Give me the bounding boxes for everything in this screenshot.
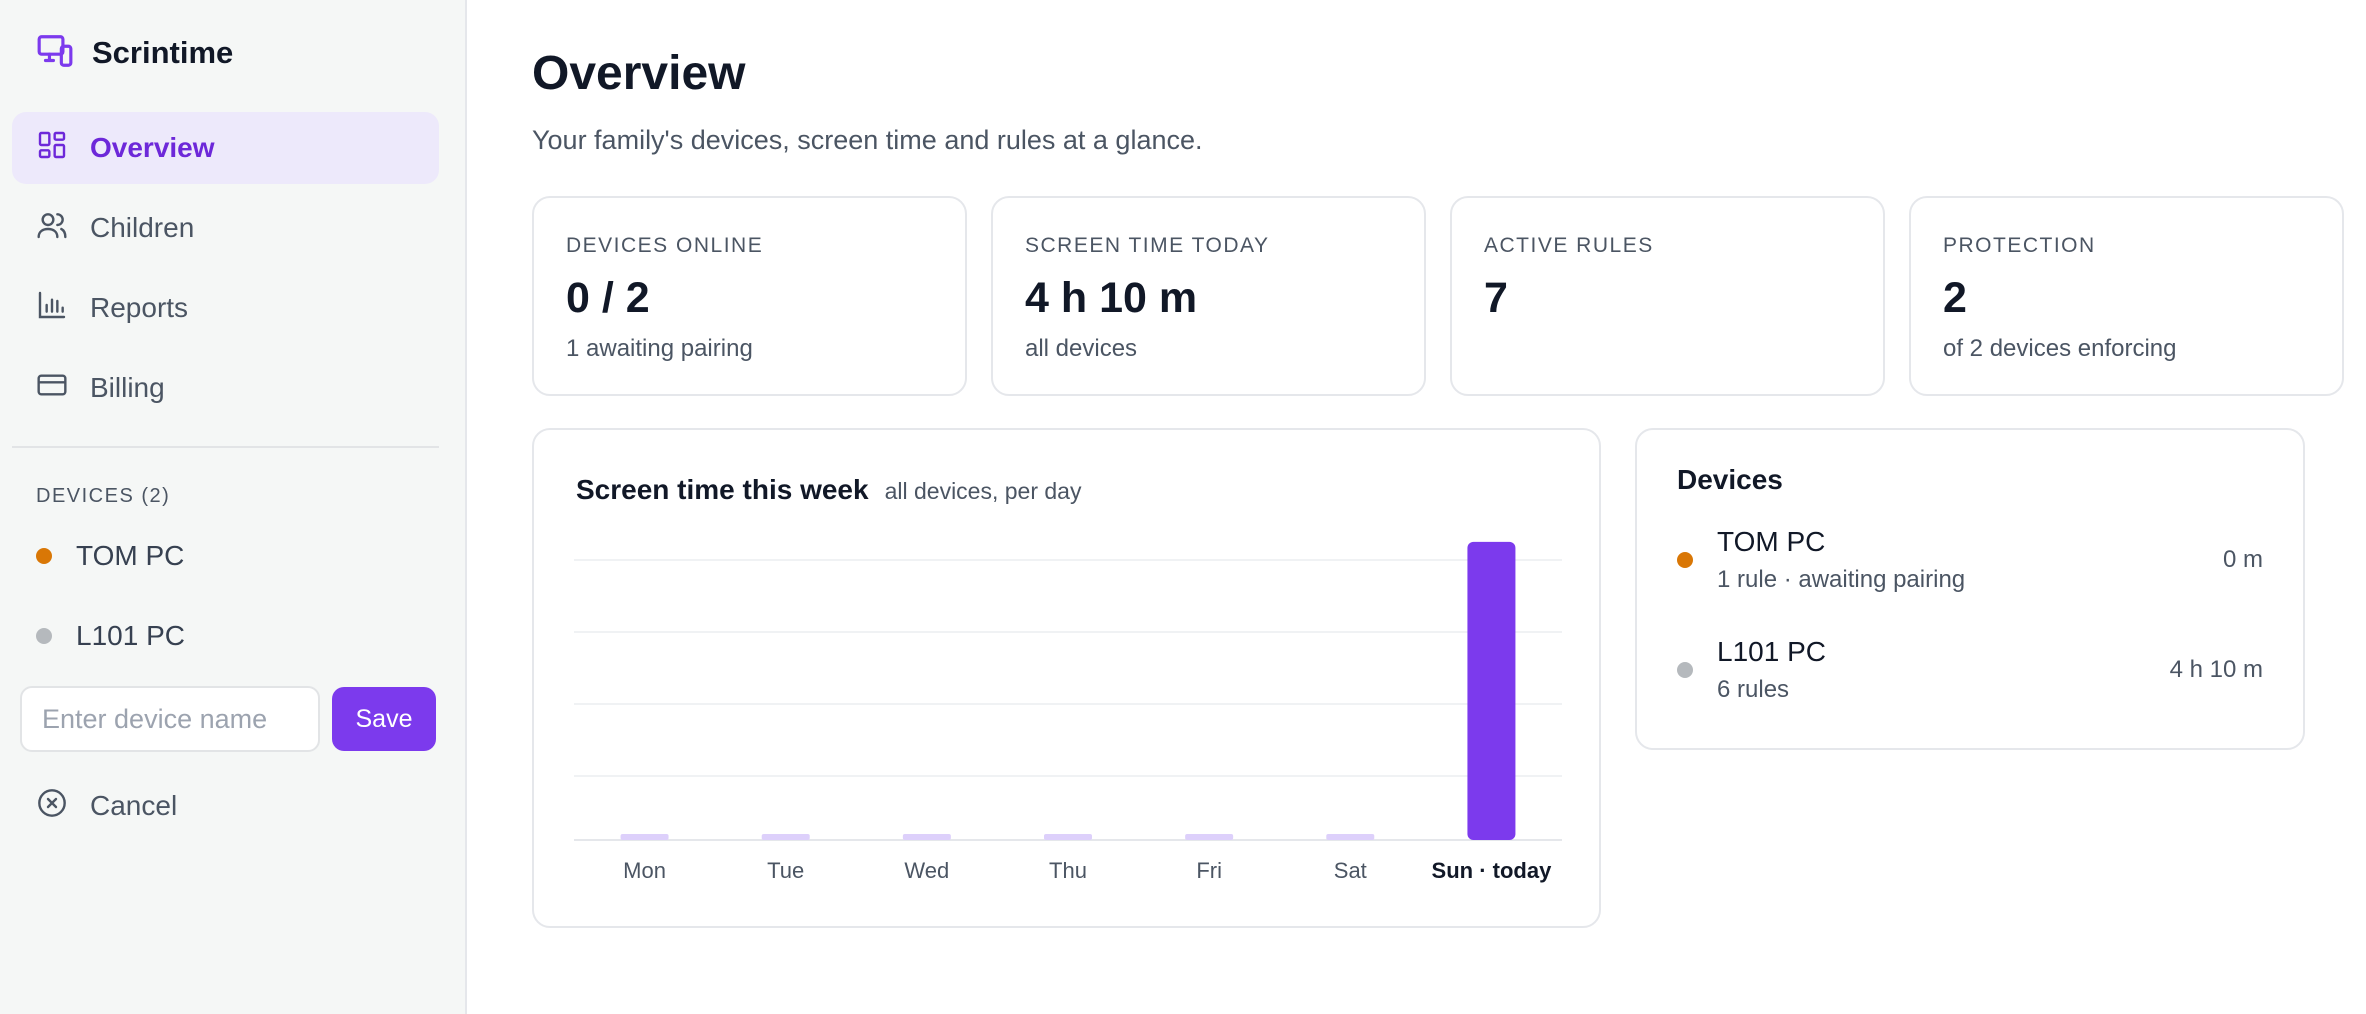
chart-bar[interactable]: [902, 834, 951, 840]
chart-bar[interactable]: [1467, 541, 1516, 840]
stat-value: 0 / 2: [566, 274, 650, 322]
device-screen-time: 0 m: [2222, 546, 2263, 573]
nav-label-billing: Billing: [90, 372, 165, 403]
chart-bar[interactable]: [1326, 834, 1375, 840]
page-subtitle: Your family's devices, screen time and r…: [532, 125, 1203, 155]
x-tick-label: Thu: [1049, 858, 1087, 883]
bar-chart-icon: [36, 289, 90, 328]
stat-card-active-rules: ACTIVE RULES 7: [1450, 196, 1885, 396]
stat-card-protection: PROTECTION 2 of 2 devices enforcing: [1909, 196, 2344, 396]
stat-sub: of 2 devices enforcing: [1943, 335, 2177, 362]
x-tick-label: Tue: [767, 858, 804, 883]
nav-label-overview: Overview: [90, 132, 215, 163]
device-meta: 6 rules: [1717, 676, 1790, 703]
device-info: TOM PC 1 rule · awaiting pairing: [1717, 526, 2223, 594]
circle-x-icon: [36, 787, 90, 826]
x-tick-label: Fri: [1196, 858, 1222, 883]
device-name-input[interactable]: [20, 686, 320, 752]
devices-card: Devices TOM PC 1 rule · awaiting pairing…: [1635, 428, 2305, 750]
stat-label: PROTECTION: [1943, 234, 2096, 257]
stat-sub: all devices: [1025, 335, 1138, 362]
devices-section-label: DEVICES (2): [36, 485, 171, 507]
stat-sub: 1 awaiting pairing: [566, 335, 753, 362]
device-name: TOM PC: [1717, 526, 1826, 557]
sidebar-divider: [12, 446, 439, 448]
nav-item-children[interactable]: Children: [12, 192, 439, 264]
chart-bar[interactable]: [761, 834, 810, 840]
x-tick-label: Wed: [904, 858, 949, 883]
x-tick-label: Sun · today: [1432, 858, 1553, 883]
status-dot: [1677, 662, 1693, 678]
sidebar: Scrintime Overview Children: [0, 0, 467, 1014]
content-row: Mon Tue Wed Thu Fri Sat Sun · today Screen tim…: [532, 428, 2366, 928]
chart-bar[interactable]: [1185, 834, 1234, 840]
nav-item-reports[interactable]: Reports: [12, 272, 439, 344]
cancel-label: Cancel: [90, 790, 178, 821]
status-dot: [1677, 552, 1693, 568]
stat-label: ACTIVE RULES: [1484, 234, 1654, 257]
page-title: Overview: [532, 47, 746, 100]
device-row-l101-pc[interactable]: L101 PC 6 rules 4 h 10 m: [1677, 636, 2263, 704]
stats-row: DEVICES ONLINE 0 / 2 1 awaiting pairing …: [532, 196, 2366, 396]
device-name: L101 PC: [1717, 636, 1826, 667]
app-name: Scrintime: [92, 35, 234, 70]
chart-bar[interactable]: [620, 834, 669, 840]
device-screen-time: 4 h 10 m: [2169, 656, 2263, 683]
device-info: L101 PC 6 rules: [1717, 636, 2170, 704]
x-tick-label: Mon: [623, 858, 666, 883]
devices-card-title: Devices: [1677, 464, 1783, 495]
device-meta: 1 rule · awaiting pairing: [1717, 566, 1966, 593]
rename-device-form: Save: [12, 686, 439, 752]
sidebar-device-l101-pc[interactable]: L101 PC: [12, 596, 439, 676]
nav-label-children: Children: [90, 212, 195, 243]
status-dot: [36, 548, 52, 564]
device-name: L101 PC: [76, 620, 185, 651]
grid-icon: [36, 129, 90, 168]
chart-bar[interactable]: [1044, 834, 1092, 840]
stat-value: 2: [1943, 274, 1967, 322]
nav-item-billing[interactable]: Billing: [12, 352, 439, 424]
chart-title: Screen time this week: [576, 474, 869, 505]
nav-label-reports: Reports: [90, 292, 189, 323]
screen-time-chart-card: Mon Tue Wed Thu Fri Sat Sun · today Screen tim…: [532, 428, 1601, 928]
stat-card-screen-time-today: SCREEN TIME TODAY 4 h 10 m all devices: [991, 196, 1426, 396]
devices-logo-icon: [36, 32, 74, 75]
chart-subtitle: all devices, per day: [884, 478, 1082, 504]
nav-item-overview[interactable]: Overview: [12, 112, 439, 184]
stat-value: 7: [1484, 274, 1508, 322]
stat-card-devices-online: DEVICES ONLINE 0 / 2 1 awaiting pairing: [532, 196, 967, 396]
chart-header: Screen time this week all devices, per d…: [576, 474, 1081, 506]
main-content: Overview Your family's devices, screen t…: [467, 0, 2366, 1014]
users-icon: [36, 209, 90, 248]
save-button[interactable]: Save: [332, 687, 436, 751]
credit-card-icon: [36, 369, 90, 408]
screen-time-bar-chart: Mon Tue Wed Thu Fri Sat Sun · today: [574, 541, 1562, 883]
x-tick-label: Sat: [1334, 858, 1367, 883]
device-row-tom-pc[interactable]: TOM PC 1 rule · awaiting pairing 0 m: [1677, 526, 2263, 594]
brand[interactable]: Scrintime: [12, 0, 439, 106]
sidebar-device-tom-pc[interactable]: TOM PC: [12, 516, 439, 596]
stat-label: DEVICES ONLINE: [566, 234, 764, 257]
stat-label: SCREEN TIME TODAY: [1025, 234, 1270, 257]
status-dot: [36, 628, 52, 644]
stat-value: 4 h 10 m: [1025, 274, 1198, 322]
device-name: TOM PC: [76, 540, 185, 571]
cancel-button[interactable]: Cancel: [12, 766, 439, 846]
